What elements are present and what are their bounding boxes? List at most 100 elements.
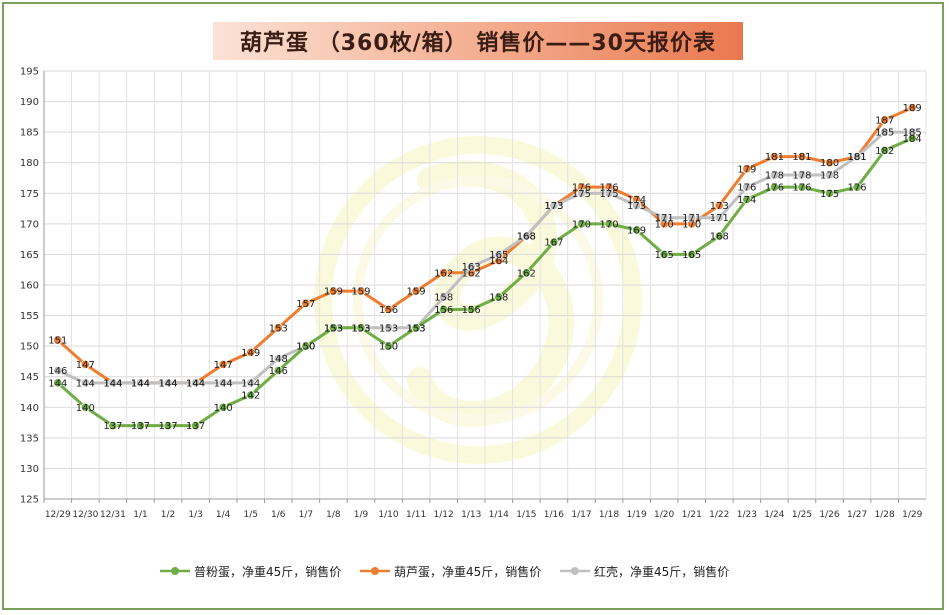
data-point (742, 182, 752, 192)
data-point (466, 262, 476, 272)
x-tick-label: 1/12 (434, 510, 454, 520)
legend-marker-3 (560, 567, 590, 575)
data-label: 153 (269, 323, 288, 334)
data-label: 144 (131, 378, 150, 389)
data-point (631, 225, 642, 235)
data-point (824, 170, 835, 180)
data-point (356, 323, 366, 333)
data-label: 176 (765, 183, 784, 194)
series-labels-1: 144 140 137 137 137 137 140 142 146 150 153 153 150 1… (48, 134, 922, 432)
x-tick-label: 1/11 (406, 510, 426, 520)
chart-title-banner: 葫芦蛋 （360枚/箱） 销售价——30天报价表 (213, 22, 743, 60)
data-label: 163 (462, 262, 481, 273)
data-label: 144 (186, 378, 205, 389)
data-point (246, 390, 256, 400)
data-point (163, 421, 173, 431)
y-tick-label: 140 (20, 403, 39, 414)
data-point (852, 152, 862, 162)
y-tick-label: 150 (20, 342, 39, 353)
data-label: 144 (158, 378, 177, 389)
data-label: 178 (820, 170, 839, 181)
data-point (53, 378, 63, 388)
data-label: 170 (682, 219, 701, 230)
data-point (742, 194, 752, 204)
data-label: 153 (407, 323, 426, 334)
data-point (108, 378, 118, 388)
x-tick-label: 1/8 (326, 510, 341, 520)
data-label: 153 (379, 323, 398, 334)
x-tick-label: 1/7 (299, 510, 313, 520)
data-label: 181 (792, 152, 811, 163)
data-label: 146 (269, 366, 288, 377)
x-axis: 12/29 12/30 12/31 1/1 1/2 1/3 1/4 1/5 1/6 1/7 1/8 1… (43, 498, 926, 520)
chart-grid (43, 70, 927, 500)
data-label: 159 (324, 287, 343, 298)
data-point (466, 304, 476, 315)
data-label: 176 (572, 183, 591, 194)
x-tick-label: 1/13 (461, 510, 481, 520)
data-label: 187 (875, 115, 894, 126)
data-label: 176 (792, 183, 811, 194)
data-label: 165 (655, 250, 674, 261)
data-label: 162 (462, 268, 481, 279)
x-tick-label: 12/30 (72, 510, 98, 520)
x-tick-label: 1/24 (764, 510, 784, 520)
data-point (383, 341, 394, 351)
data-label: 173 (544, 201, 563, 212)
data-point (246, 347, 256, 357)
x-tick-label: 1/16 (544, 510, 564, 520)
data-point (218, 402, 228, 412)
y-tick-label: 195 (20, 67, 39, 78)
data-point (80, 402, 90, 412)
y-axis: 125 130 135 140 145 150 155 160 165 170 175 180 185 1… (20, 67, 45, 506)
x-tick-label: 1/22 (709, 510, 729, 520)
data-label: 150 (296, 342, 315, 353)
data-label: 162 (517, 268, 536, 279)
data-label: 181 (848, 152, 867, 163)
x-tick-label: 1/17 (571, 510, 591, 520)
data-point (907, 133, 917, 143)
data-label: 174 (737, 195, 756, 206)
x-tick-label: 1/21 (682, 510, 702, 520)
data-point (383, 323, 394, 333)
y-tick-label: 180 (20, 158, 39, 169)
series-line (56, 136, 913, 428)
data-point (411, 286, 421, 296)
data-label: 144 (214, 378, 233, 389)
data-point (218, 359, 228, 370)
data-label: 144 (76, 378, 95, 389)
data-label: 153 (351, 323, 370, 334)
data-point (852, 182, 862, 192)
data-point (53, 335, 63, 345)
data-point (356, 286, 366, 296)
data-label: 147 (214, 360, 233, 371)
data-label: 153 (407, 323, 426, 334)
data-label: 171 (655, 213, 674, 224)
watermark-logo (314, 136, 642, 464)
data-point (273, 353, 283, 363)
y-tick-label: 125 (20, 495, 39, 506)
data-point (824, 188, 835, 198)
x-tick-label: 1/6 (271, 510, 286, 520)
data-label: 137 (186, 421, 205, 432)
data-label: 159 (351, 287, 370, 298)
data-point (494, 292, 504, 302)
data-label: 142 (241, 391, 260, 402)
data-point (439, 304, 449, 315)
x-tick-label: 1/20 (654, 510, 674, 520)
data-point (631, 200, 642, 211)
data-label: 158 (489, 293, 508, 304)
data-label: 144 (103, 378, 122, 389)
data-label: 156 (379, 305, 398, 316)
data-point (604, 219, 614, 229)
legend-label-1: 普粉蛋，净重45斤，销售价 (194, 564, 342, 579)
data-label: 178 (792, 170, 811, 181)
data-label: 140 (76, 403, 95, 414)
data-point (53, 365, 63, 376)
data-point (190, 421, 201, 431)
data-label: 170 (599, 219, 618, 230)
data-label: 153 (324, 323, 343, 334)
legend-marker-1 (160, 567, 190, 575)
series-line (56, 106, 913, 385)
